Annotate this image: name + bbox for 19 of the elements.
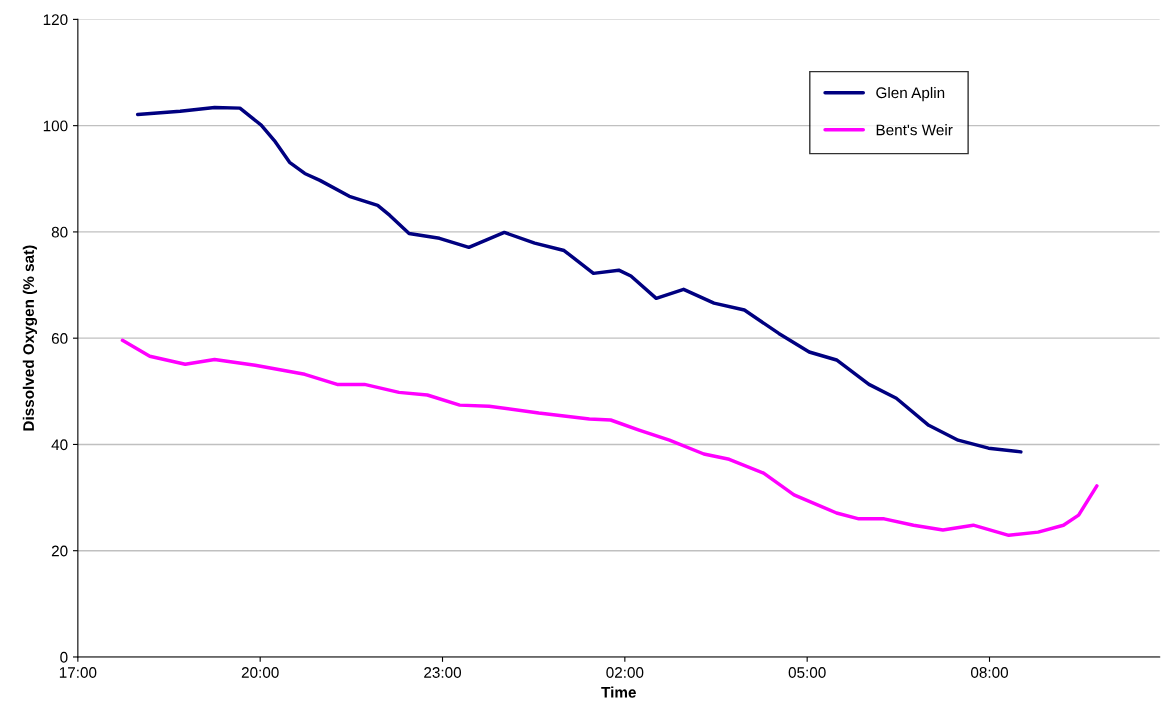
y-tick-label: 120	[43, 14, 68, 26]
y-tick-label: 40	[51, 439, 68, 451]
y-axis-title: Dissolved Oxygen (% sat)	[22, 245, 38, 431]
y-tick-label: 100	[43, 120, 68, 132]
line-series	[120, 338, 1099, 538]
x-axis-title: Time	[601, 686, 636, 698]
y-tick-label: 80	[51, 226, 68, 238]
x-tick-label: 23:00	[424, 667, 462, 678]
y-tick-label: 60	[51, 333, 68, 344]
legend-label: Bent's Weir	[876, 124, 953, 136]
x-tick-label: 17:00	[59, 667, 97, 678]
y-tick-label: 0	[60, 651, 68, 663]
x-tick-label: 08:00	[970, 667, 1009, 678]
legend-label: Glen Aplin	[876, 86, 945, 102]
x-tick-label: 02:00	[606, 667, 644, 678]
x-tick-label: 05:00	[788, 667, 826, 678]
line-series	[135, 105, 1023, 454]
x-tick-label: 20:00	[241, 667, 279, 678]
y-tick-label: 20	[51, 545, 68, 557]
